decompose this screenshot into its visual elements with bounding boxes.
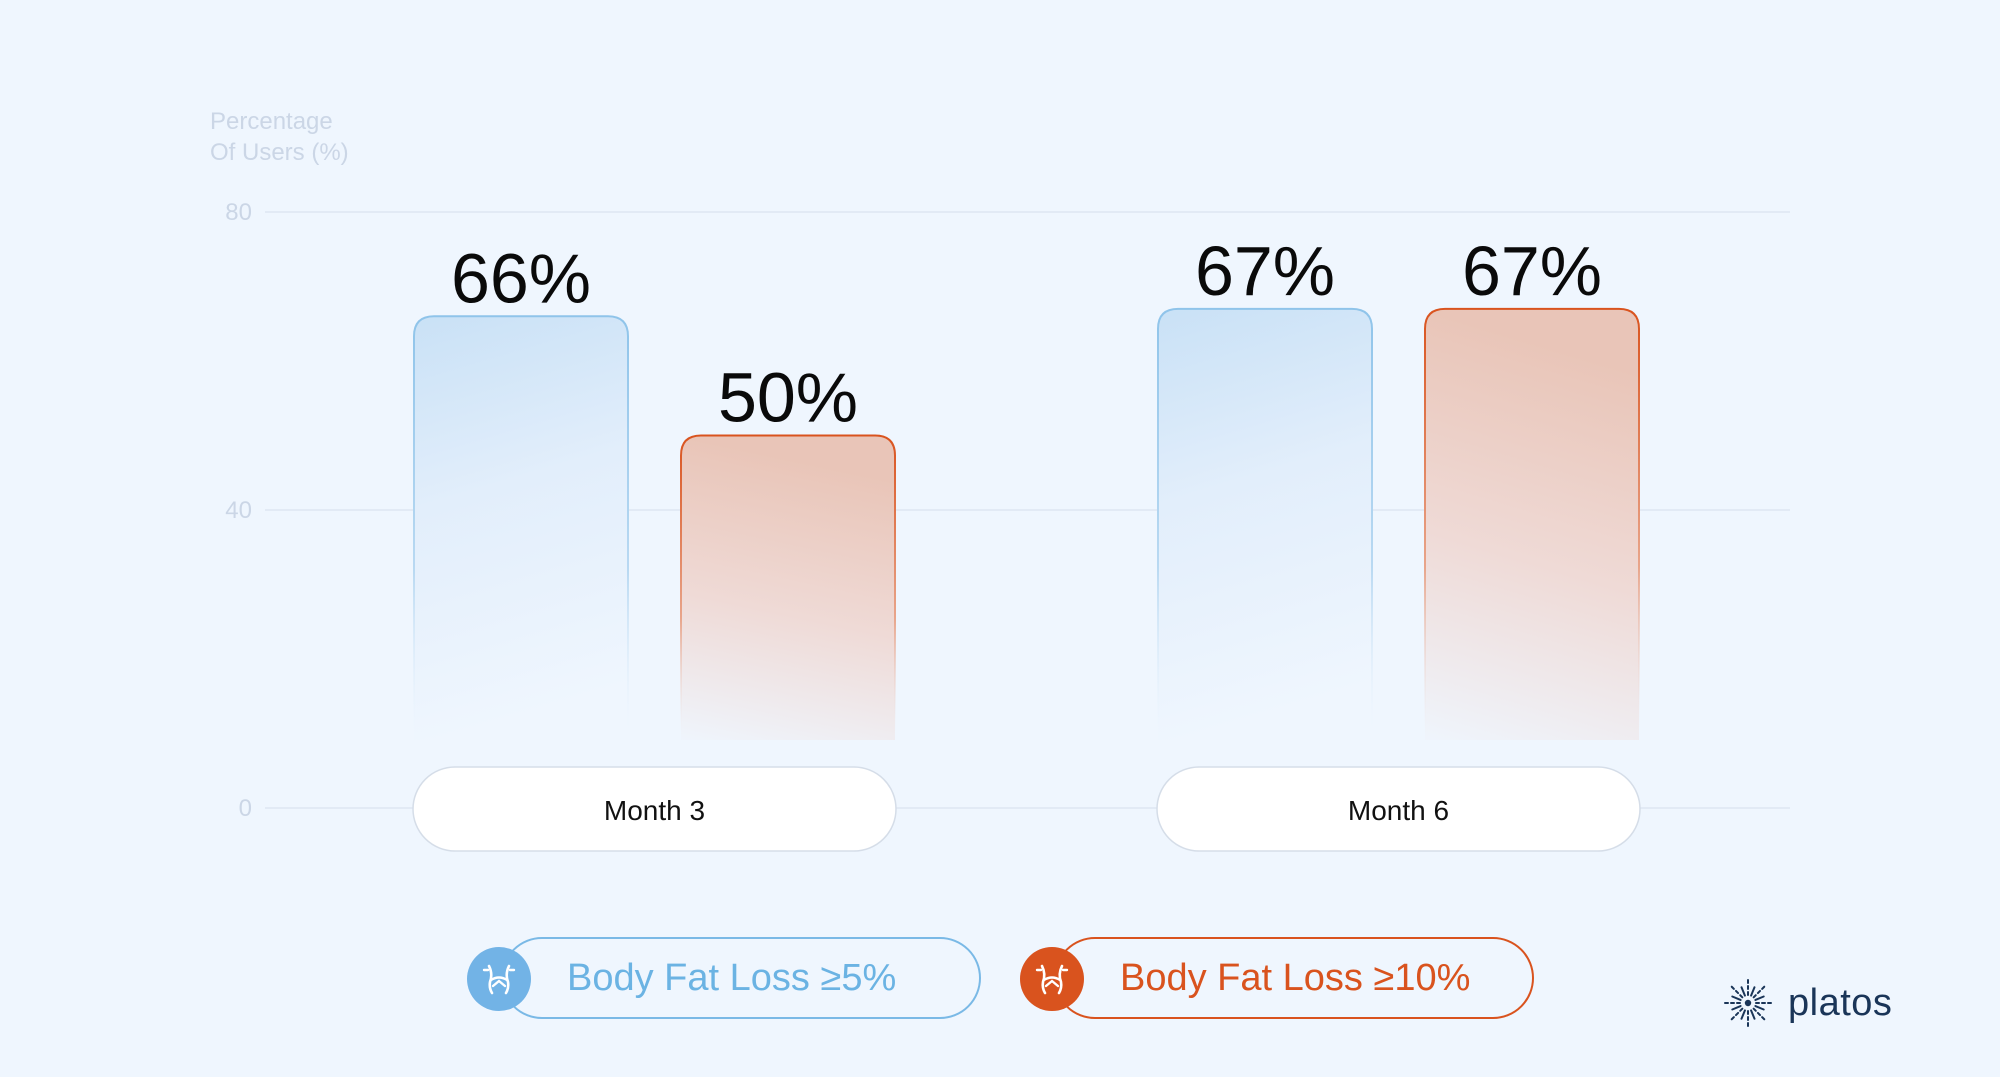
bar xyxy=(414,316,628,740)
data-label: 67% xyxy=(1195,232,1335,310)
category-pill xyxy=(412,766,897,852)
category-pill xyxy=(1156,766,1641,852)
y-tick-label: 80 xyxy=(225,199,252,226)
data-label: 66% xyxy=(451,239,591,317)
legend-label: Body Fat Loss ≥10% xyxy=(1120,957,1471,999)
bar-outline xyxy=(1424,307,1640,740)
brand-logo: platos xyxy=(1720,975,1892,1031)
y-axis-title-line2: Of Users (%) xyxy=(210,139,349,166)
y-axis-title: Percentage Of Users (%) xyxy=(210,106,410,168)
y-tick-label: 40 xyxy=(225,497,252,524)
y-axis-title-line1: Percentage xyxy=(210,108,333,135)
legend-item-10pct: Body Fat Loss ≥10% xyxy=(1020,937,1535,1023)
bar xyxy=(681,435,895,740)
legend-label: Body Fat Loss ≥5% xyxy=(567,957,897,999)
data-label: 50% xyxy=(718,359,858,437)
bar xyxy=(1158,308,1372,740)
sparkle-logo-icon xyxy=(1722,977,1774,1029)
waist-icon xyxy=(467,947,531,1011)
waist-icon xyxy=(1020,947,1084,1011)
x-tick-label: Month 6 xyxy=(1348,795,1449,826)
bar-outline xyxy=(413,315,629,740)
bar xyxy=(1425,308,1639,740)
data-label: 67% xyxy=(1462,232,1602,310)
bar-outline xyxy=(1157,307,1373,740)
legend-item-5pct: Body Fat Loss ≥5% xyxy=(467,937,982,1023)
bar-outline xyxy=(680,434,896,740)
x-tick-label: Month 3 xyxy=(604,795,705,826)
y-tick-label: 0 xyxy=(239,795,252,822)
brand-name: platos xyxy=(1788,981,1893,1024)
